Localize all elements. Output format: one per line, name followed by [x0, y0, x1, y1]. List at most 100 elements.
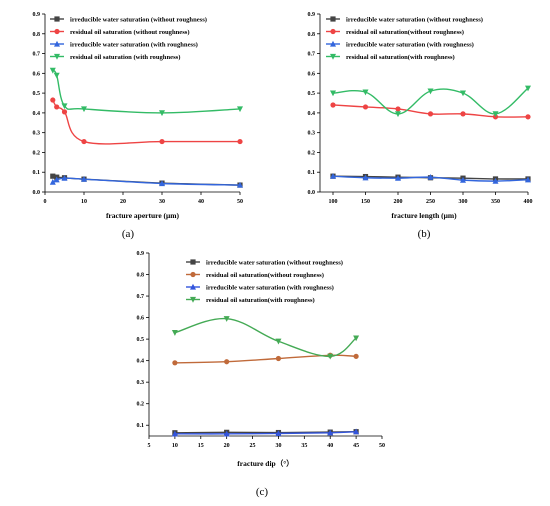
series-3: [330, 172, 531, 184]
series-3: [171, 428, 360, 437]
y-tick-label: 0.2: [33, 150, 41, 156]
y-tick-label: 0.3: [137, 380, 145, 386]
x-tick-label: 30: [159, 199, 165, 205]
axes-1: [42, 13, 241, 195]
data-point: [53, 176, 60, 183]
series-1: [50, 173, 243, 188]
panel-label: (c): [256, 486, 269, 498]
axes-3: [146, 252, 383, 439]
data-point: [492, 111, 499, 118]
series-4: [330, 85, 531, 118]
y-tick-label: 0.0: [308, 190, 316, 196]
series-4: [171, 316, 360, 360]
x-tick-label: 250: [426, 199, 435, 205]
y-tick-label: 0.6: [33, 71, 41, 77]
x-tick-label: 20: [224, 443, 230, 449]
y-tick-label: 0.8: [308, 32, 316, 38]
y-tick-label: 0.5: [137, 337, 145, 343]
legend-entry: irreducible water saturation (with rough…: [346, 41, 474, 48]
data-point: [275, 355, 282, 362]
data-point: [81, 138, 87, 145]
data-point: [353, 428, 360, 435]
x-axis-title: fracture aperture (μm): [106, 211, 180, 220]
data-point: [223, 430, 230, 437]
y-tick-label: 0.4: [137, 359, 145, 365]
x-tick-label: 300: [459, 199, 468, 205]
y-tick-label: 0.1: [137, 423, 145, 429]
data-point: [330, 90, 336, 97]
y-tick-label: 0.1: [33, 170, 41, 176]
legend-entry: residual oil saturation(without roughnes…: [206, 272, 324, 279]
x-tick-label: 40: [198, 199, 204, 205]
data-point: [330, 102, 336, 108]
x-tick-label: 50: [237, 199, 243, 205]
y-tick-label: 0.2: [308, 150, 316, 156]
series-2: [172, 352, 359, 366]
data-point: [172, 360, 178, 366]
y-tick-label: 0.4: [33, 111, 41, 117]
y-tick-label: 0.0: [33, 190, 41, 196]
data-point: [362, 89, 369, 96]
legend-marker: [54, 53, 60, 60]
x-tick-label: 20: [120, 199, 126, 205]
data-point: [395, 106, 401, 112]
x-tick-label: 100: [329, 199, 338, 205]
data-point: [61, 109, 68, 115]
x-tick-label: 200: [394, 199, 403, 205]
y-tick-label: 0.8: [33, 32, 41, 38]
legend-marker: [54, 40, 60, 47]
legend-entry: irreducible water saturation (without ro…: [346, 16, 483, 23]
y-tick-label: 0.9: [33, 12, 41, 18]
x-tick-label: 5: [148, 443, 151, 449]
series-4: [49, 67, 243, 117]
legend-marker: [190, 271, 196, 278]
legend-entry: irreducible water saturation (with rough…: [206, 284, 334, 291]
y-tick-label: 0.9: [308, 12, 316, 18]
data-point: [159, 138, 165, 145]
data-point: [460, 90, 466, 97]
legend-marker: [330, 53, 336, 60]
y-tick-label: 0.1: [308, 170, 316, 176]
x-tick-label: 45: [353, 443, 359, 449]
y-tick-label: 0.7: [308, 52, 316, 58]
data-point: [353, 353, 359, 359]
series-2: [50, 97, 243, 145]
y-tick-label: 0.5: [33, 91, 41, 97]
x-tick-label: 350: [491, 199, 500, 205]
data-point: [427, 173, 434, 180]
data-point: [353, 335, 360, 342]
legend-marker: [190, 296, 196, 303]
chart-panel-1: 0.0 0.1 0.2 0.3 0.4 0.5 0.6 0.7 0.8 0.9 0 10 20 30 40 5…: [33, 12, 243, 240]
legend-1: irreducible water saturation (without ro…: [50, 16, 207, 61]
legend-marker: [330, 28, 336, 35]
x-tick-label: 40: [327, 443, 333, 449]
y-tick-label: 0.8: [137, 273, 145, 279]
x-tick-label: 400: [524, 199, 533, 205]
chart-panel-3: 0.1 0.2 0.3 0.4 0.5 0.6 0.7 0.8 0.9 5 10 15 20 25 30 35…: [137, 251, 386, 498]
y-tick-label: 0.4: [308, 111, 316, 117]
legend-marker: [190, 283, 196, 290]
data-point: [275, 338, 282, 345]
legend-3: irreducible water saturation (without ro…: [186, 259, 343, 304]
data-point: [50, 97, 56, 103]
data-point: [460, 176, 466, 183]
data-point: [427, 111, 434, 117]
x-tick-label: 35: [301, 443, 307, 449]
y-tick-label: 0.3: [33, 131, 41, 137]
y-tick-label: 0.7: [33, 52, 41, 58]
data-point: [362, 174, 369, 181]
data-point: [275, 430, 282, 437]
series-2: [330, 102, 531, 120]
data-point: [171, 330, 178, 336]
data-point: [61, 103, 68, 110]
panel-label: (b): [418, 228, 431, 240]
data-point: [49, 178, 56, 185]
y-tick-label: 0.6: [308, 71, 316, 77]
data-point: [159, 110, 165, 117]
legend-entry: irreducible water saturation (without ro…: [206, 259, 343, 266]
x-tick-label: 25: [250, 443, 256, 449]
data-point: [525, 114, 531, 120]
series-line: [52, 177, 241, 186]
x-tick-label: 0: [44, 199, 47, 205]
